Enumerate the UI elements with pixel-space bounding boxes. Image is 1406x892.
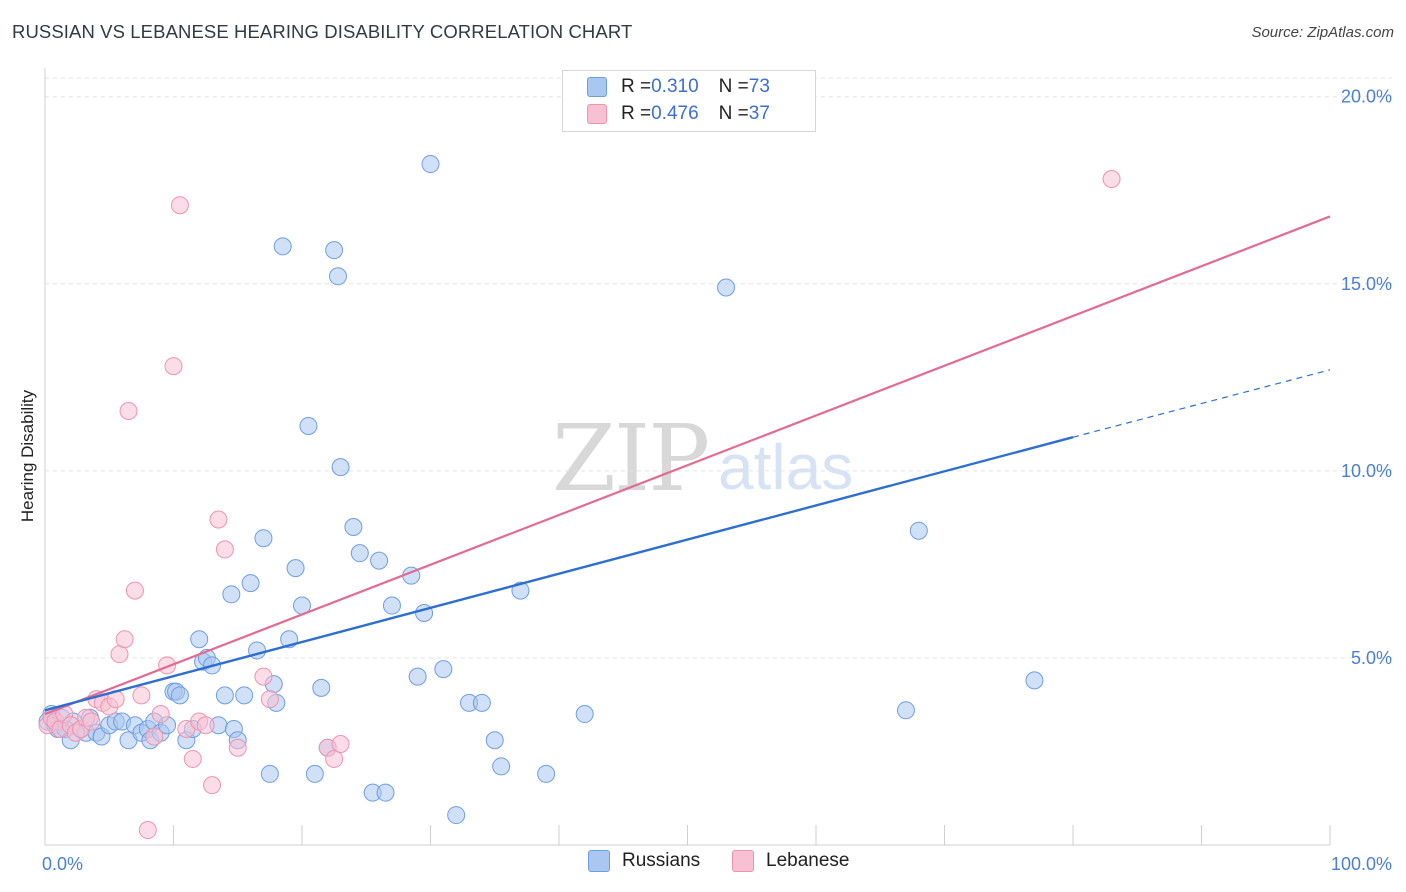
legend-item-lebanese[interactable]: Lebanese <box>732 850 849 872</box>
russians-swatch-icon <box>588 850 610 872</box>
russians-point <box>331 458 350 477</box>
russians-point <box>344 517 363 536</box>
russians-point <box>254 529 273 548</box>
russians-point <box>537 764 556 783</box>
russians-point <box>896 701 915 720</box>
russians-point <box>485 731 504 750</box>
y-tick-label: 15.0% <box>1341 274 1392 294</box>
axis-labels: 5.0% 10.0% 15.0% 20.0% 0.0% 100.0% Hearing Dis… <box>18 87 1392 874</box>
lebanese-point <box>115 630 134 649</box>
russians-point <box>328 267 347 286</box>
legend-item-russians[interactable]: Russians <box>588 850 700 872</box>
russians-point <box>235 686 254 705</box>
chart-source: Source: ZipAtlas.com <box>1251 24 1394 41</box>
y-tick-label: 10.0% <box>1341 461 1392 481</box>
russians-point <box>222 585 241 604</box>
legend-r-label: R = <box>621 103 652 124</box>
lebanese-point <box>209 510 228 529</box>
lebanese-point <box>183 749 202 768</box>
y-tick-label: 5.0% <box>1351 648 1392 668</box>
trend-lines <box>44 215 1331 716</box>
lebanese-point <box>158 656 177 675</box>
russians-point <box>170 686 189 705</box>
russians-trend-line <box>44 436 1074 712</box>
lebanese-point <box>196 716 215 735</box>
lebanese-point <box>1102 170 1121 189</box>
lebanese-point <box>325 749 344 768</box>
correlation-legend: R = 0.310 N = 73 R = 0.476 N = 37 <box>562 70 816 132</box>
russians-point <box>312 678 331 697</box>
lebanese-swatch-icon <box>732 850 754 872</box>
lebanese-point <box>203 776 222 795</box>
data-points <box>38 155 1121 840</box>
watermark-zip: ZIP <box>552 405 710 512</box>
y-axis-label: Hearing Disability <box>18 389 37 522</box>
russians-point <box>273 237 292 256</box>
x-tick-label: 100.0% <box>1331 854 1392 874</box>
legend-row-russians: R = 0.310 N = 73 <box>587 74 770 100</box>
russians-point <box>909 521 928 540</box>
legend-r-value: 0.310 <box>651 76 699 97</box>
lebanese-point <box>138 821 157 840</box>
lebanese-point <box>110 645 129 664</box>
lebanese-point <box>125 581 144 600</box>
russians-point <box>350 544 369 563</box>
russians-point <box>1025 671 1044 690</box>
russians-point <box>447 806 466 825</box>
russians-point <box>492 757 511 776</box>
legend-n-value: 73 <box>748 76 770 97</box>
legend-n-label: N = <box>718 76 749 97</box>
russians-point <box>260 764 279 783</box>
chart-title: RUSSIAN VS LEBANESE HEARING DISABILITY C… <box>12 21 633 42</box>
russians-point <box>472 693 491 712</box>
russians-point <box>421 155 440 174</box>
lebanese-point <box>260 690 279 709</box>
russians-point <box>717 278 736 297</box>
legend-row-lebanese: R = 0.476 N = 37 <box>587 101 770 127</box>
legend-n-value: 37 <box>748 103 770 124</box>
x-tick-label: 0.0% <box>42 854 83 874</box>
russians-point <box>286 559 305 578</box>
russians-swatch-icon <box>587 77 607 97</box>
legend-r-value: 0.476 <box>651 103 699 124</box>
lebanese-point <box>254 667 273 686</box>
lebanese-point <box>119 401 138 420</box>
legend-r-label: R = <box>621 76 652 97</box>
lebanese-point <box>331 734 350 753</box>
y-tick-label: 20.0% <box>1341 87 1392 107</box>
lebanese-point <box>82 712 101 731</box>
gridlines <box>45 77 1392 659</box>
russians-point <box>408 667 427 686</box>
legend-label-russians: Russians <box>622 850 701 871</box>
lebanese-trend-line <box>44 215 1331 716</box>
legend-label-lebanese: Lebanese <box>766 850 850 871</box>
russians-point <box>575 705 594 724</box>
russians-point <box>370 551 389 570</box>
lebanese-point <box>228 738 247 757</box>
lebanese-point <box>132 686 151 705</box>
lebanese-point <box>215 540 234 559</box>
russians-point <box>376 783 395 802</box>
series-legend: Russians Lebanese <box>0 850 1406 878</box>
lebanese-point <box>164 357 183 376</box>
russians-point <box>299 416 318 435</box>
russians-point <box>241 574 260 593</box>
lebanese-point <box>151 705 170 724</box>
russians-trend-extension <box>1072 369 1331 438</box>
lebanese-point <box>145 727 164 746</box>
watermark-atlas: atlas <box>718 431 854 503</box>
russians-point <box>382 596 401 615</box>
russians-point <box>325 241 344 260</box>
lebanese-point <box>170 196 189 215</box>
russians-point <box>434 660 453 679</box>
lebanese-swatch-icon <box>587 104 607 124</box>
russians-point <box>190 630 209 649</box>
russians-point <box>215 686 234 705</box>
legend-n-label: N = <box>718 103 749 124</box>
russians-point <box>305 764 324 783</box>
